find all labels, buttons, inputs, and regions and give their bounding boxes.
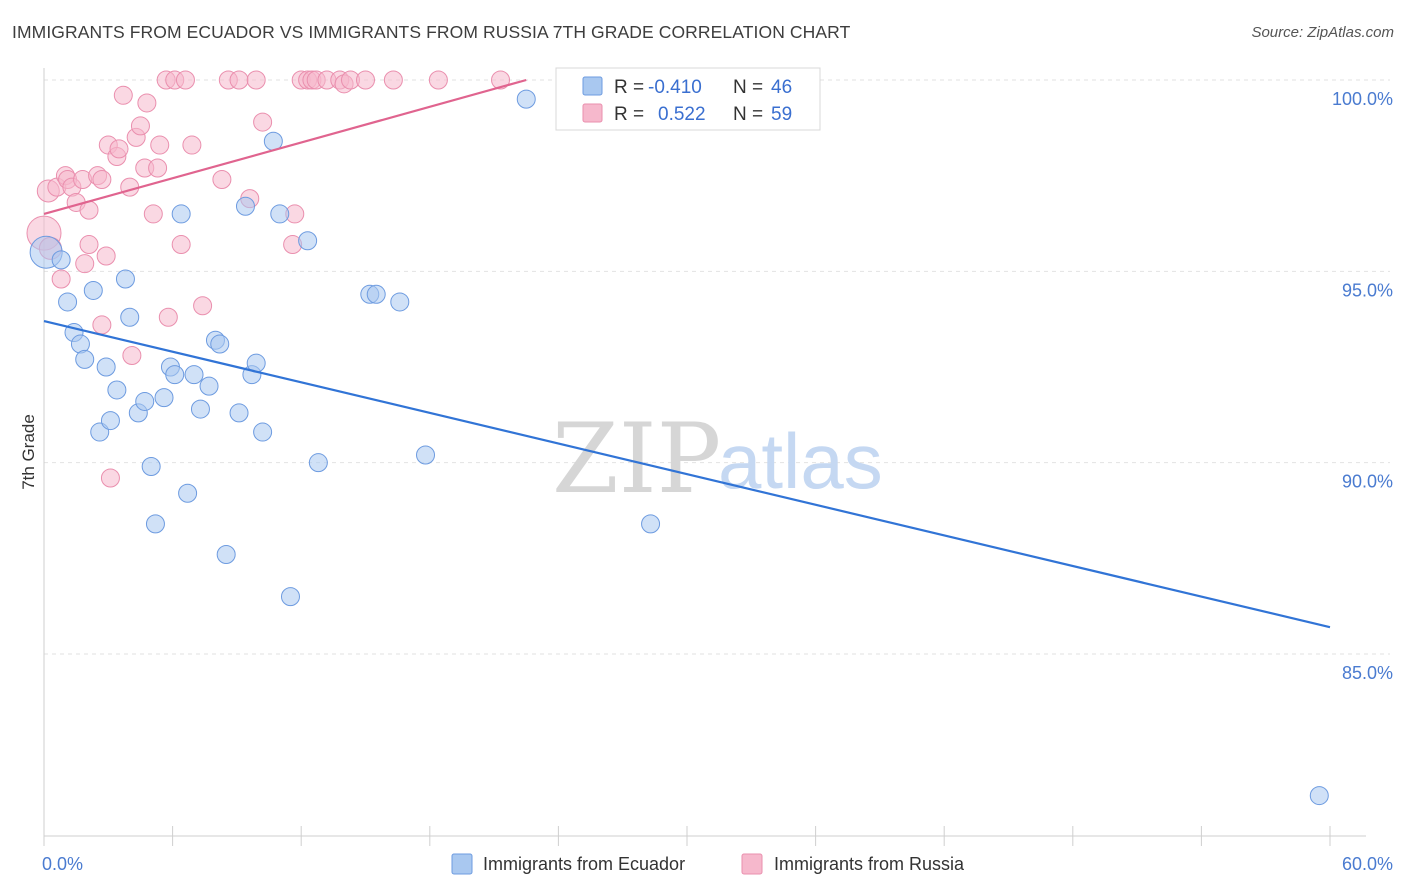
ecuador-point [270, 204, 290, 224]
stats-ecuador-n-value: 46 [771, 77, 792, 98]
russia-point [79, 235, 99, 255]
russia-point [246, 70, 266, 90]
ecuador-point [83, 280, 103, 300]
russia-point [356, 70, 375, 90]
ecuador-point [308, 453, 328, 473]
legend-swatch-ecuador [451, 853, 473, 875]
stats-ecuador-n-label: N = [733, 77, 763, 98]
ecuador-point [51, 250, 71, 270]
trend-lines [43, 78, 1331, 629]
data-points [26, 70, 1329, 806]
russia-point [182, 135, 202, 155]
legend-label-russia: Immigrants from Russia [774, 854, 965, 874]
ecuador-point [107, 380, 127, 400]
russia-point [109, 139, 129, 159]
russia-point [96, 246, 116, 266]
russia-point [137, 93, 157, 113]
russia-point [193, 296, 213, 316]
ecuador-point [298, 231, 318, 251]
russia-point [428, 70, 448, 90]
stats-russia-r-label: R = [614, 104, 644, 125]
y-axis-label: 7th Grade [19, 414, 38, 490]
stats-box: R = -0.410 N = 46 R = 0.522 N = 59 [555, 67, 821, 131]
y-tick-label: 95.0% [1342, 280, 1393, 300]
russia-point [175, 70, 195, 90]
russia-point [92, 315, 112, 335]
ecuador-point [184, 365, 204, 385]
russia-point [122, 346, 142, 366]
russia-point [92, 169, 112, 189]
ecuador-point [416, 445, 436, 465]
russia-point [113, 85, 133, 105]
russia-point [383, 70, 403, 90]
russia-point [148, 158, 168, 178]
ecuador-point [165, 365, 185, 385]
ecuador-point [178, 483, 198, 503]
stats-ecuador-r-label: R = [614, 77, 644, 98]
russia-point [130, 116, 150, 136]
legend-label-ecuador: Immigrants from Ecuador [483, 854, 685, 874]
ecuador-point [229, 403, 249, 423]
ecuador-point [190, 399, 210, 419]
russia-trend-line [43, 78, 527, 215]
ecuador-point [154, 388, 174, 408]
stats-russia-n-label: N = [733, 104, 763, 125]
russia-point [212, 169, 232, 189]
ecuador-point [235, 196, 255, 216]
ecuador-trend-line [43, 320, 1331, 629]
ecuador-point [1309, 786, 1329, 806]
y-tick-label: 100.0% [1332, 89, 1393, 109]
ecuador-point [115, 269, 135, 289]
legend-swatch-russia [741, 853, 763, 875]
watermark: ZIP atlas [552, 403, 883, 515]
y-tick-label: 85.0% [1342, 663, 1393, 683]
ecuador-point [641, 514, 661, 534]
ecuador-point [390, 292, 410, 312]
ecuador-point [199, 376, 219, 396]
russia-point [171, 235, 191, 255]
ecuador-point [171, 204, 191, 224]
legend: Immigrants from Ecuador Immigrants from … [451, 853, 965, 875]
russia-point [51, 269, 71, 289]
russia-point [229, 70, 249, 90]
ecuador-point [96, 357, 116, 377]
chart-source: Source: ZipAtlas.com [1251, 24, 1394, 41]
russia-point [150, 135, 170, 155]
ecuador-point [253, 422, 273, 442]
ecuador-point [145, 514, 165, 534]
ecuador-point [516, 89, 536, 109]
x-tick-label: 60.0% [1342, 854, 1393, 874]
russia-point [253, 112, 273, 132]
ecuador-point [135, 391, 155, 411]
gridlines [43, 79, 1390, 846]
stats-swatch-russia [582, 103, 603, 123]
chart-title: IMMIGRANTS FROM ECUADOR VS IMMIGRANTS FR… [12, 22, 851, 42]
russia-point [158, 307, 178, 327]
russia-point [143, 204, 163, 224]
ecuador-point [216, 545, 236, 565]
x-tick-label: 0.0% [42, 854, 83, 874]
russia-point [75, 254, 95, 274]
stats-ecuador-r-value: -0.410 [648, 77, 702, 98]
russia-point [120, 177, 140, 197]
x-tick-labels: 0.0% 60.0% [42, 854, 1393, 874]
y-tick-labels: 85.0% 90.0% 95.0% 100.0% [1332, 89, 1393, 683]
ecuador-point [366, 284, 386, 304]
watermark-atlas: atlas [718, 417, 883, 505]
y-tick-label: 90.0% [1342, 472, 1393, 492]
stats-russia-n-value: 59 [771, 104, 792, 125]
ecuador-point [100, 411, 120, 431]
watermark-zip: ZIP [552, 403, 721, 515]
ecuador-point [280, 587, 300, 607]
ecuador-point [210, 334, 230, 354]
russia-point [100, 468, 120, 488]
stats-russia-r-value: 0.522 [658, 104, 706, 125]
russia-point [491, 70, 511, 90]
ecuador-point [75, 349, 95, 369]
ecuador-point [120, 307, 140, 327]
ecuador-point [141, 456, 161, 476]
ecuador-point [58, 292, 78, 312]
stats-swatch-ecuador [582, 76, 603, 96]
